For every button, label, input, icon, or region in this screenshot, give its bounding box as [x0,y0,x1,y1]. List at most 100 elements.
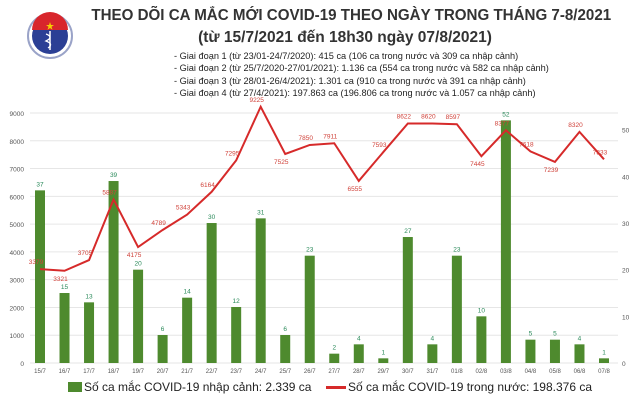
x-tick-label: 27/7 [328,369,340,375]
legend-bar-swatch [68,382,82,392]
bar [133,269,144,363]
line-data-label: 8597 [446,114,461,121]
phase-notes: - Giai đoạn 1 (từ 23/01-24/7/2020): 415 … [174,50,549,100]
right-axis-tick: 40 [622,174,630,181]
phase-note: - Giai đoạn 4 (từ 27/4/2021): 197.863 ca… [174,88,536,99]
line-data-label: 7911 [323,133,337,140]
bar [402,237,413,363]
x-tick-label: 04/8 [525,369,537,375]
left-axis-tick: 7000 [10,167,25,174]
bar-data-label: 15 [61,284,69,291]
x-tick-label: 26/7 [304,369,316,375]
bar-data-label: 5 [553,331,557,338]
left-axis-tick: 4000 [10,250,25,257]
domestic-cases-line [39,104,605,272]
bar [476,316,487,363]
right-axis-tick: 20 [622,268,630,275]
bar-data-label: 52 [502,111,510,118]
line-data-label: 6164 [200,182,215,189]
bar [451,255,462,363]
legend-line-swatch [326,385,346,389]
bar-data-label: 20 [134,261,142,268]
bar [599,358,609,363]
x-tick-label: 02/8 [476,369,488,375]
line-data-label: 5887 [102,189,117,196]
bar [255,218,266,363]
bar [427,344,438,363]
x-tick-label: 20/7 [157,369,169,375]
right-axis-tick: 10 [622,314,630,321]
x-tick-label: 24/7 [255,369,267,375]
bar-data-label: 23 [306,247,314,254]
left-axis-tick: 6000 [10,194,25,201]
x-tick-label: 31/7 [427,369,439,375]
legend-item-domestic: Số ca mắc COVID-19 trong nước: 198.376 c… [326,380,592,394]
x-tick-label: 22/7 [206,369,218,375]
x-tick-label: 28/7 [353,369,365,375]
left-axis-tick: 5000 [10,222,25,229]
line-data-label: 7239 [544,167,559,174]
bar-data-label: 12 [233,298,241,305]
bar [108,181,119,363]
line-data-label: 7593 [372,142,387,149]
bar [500,120,511,363]
chart-subtitle: (từ 15/7/2021 đến 18h30 ngày 07/8/2021) [198,29,492,46]
chart-title: THEO DÕI CA MẮC MỚI COVID-19 THEO NGÀY T… [91,7,612,24]
right-axis-tick: 50 [622,128,630,135]
bar [549,339,560,363]
chart-title-box: THEO DÕI CA MẮC MỚI COVID-19 THEO NGÀY T… [85,6,611,25]
bar [84,302,95,363]
bar-data-label: 13 [85,293,93,300]
line-data-label: 5343 [176,205,191,212]
bar-data-label: 39 [110,172,118,179]
legend-label: Số ca mắc COVID-19 trong nước: 198.376 c… [348,380,593,394]
bar-data-label: 5 [529,331,533,338]
x-tick-label: 06/8 [574,369,586,375]
line-data-label: 8320 [568,122,583,129]
line-data-label: 6555 [348,186,363,193]
line-data-label: 8620 [421,114,436,121]
x-tick-label: 21/7 [181,369,193,375]
bar-data-label: 27 [404,228,412,235]
legend-item-imported: Số ca mắc COVID-19 nhập cảnh: 2.339 ca [68,380,311,394]
right-axis-tick: 30 [622,221,630,228]
phase-note: - Giai đoạn 3 (từ 28/01-26/4/2021): 1.30… [174,75,526,86]
line-data-label: 4789 [151,220,166,227]
line-data-label: 7333 [593,149,608,156]
left-axis-tick: 1000 [10,333,25,340]
line-data-label: 8377 [495,120,510,127]
bar [182,297,193,363]
bar [525,339,536,363]
bar [304,255,315,363]
x-tick-label: 29/7 [377,369,389,375]
left-axis-tick: 2000 [10,305,25,312]
x-tick-label: 30/7 [402,369,414,375]
bar-data-label: 2 [332,345,336,352]
phase-note: - Giai đoạn 2 (từ 25/7/2020-27/01/2021):… [174,63,549,74]
bar [157,335,168,363]
chart-subtitle-box: (từ 15/7/2021 đến 18h30 ngày 07/8/2021) [85,28,605,47]
bar-data-label: 4 [578,335,582,342]
bar [206,223,217,363]
legend-label: Số ca mắc COVID-19 nhập cảnh: 2.339 ca [84,380,312,394]
left-axis-tick: 9000 [10,111,25,118]
line-data-label: 4175 [127,252,142,259]
bar [574,344,585,363]
x-tick-label: 19/7 [132,369,144,375]
line-data-label: 9225 [249,97,264,104]
bar-data-label: 6 [161,326,165,333]
bar-data-label: 37 [36,181,44,188]
x-tick-label: 18/7 [108,369,120,375]
bar-data-label: 4 [431,335,435,342]
bar [378,358,389,363]
bar-data-label: 1 [381,349,385,356]
left-axis-tick: 0 [20,361,24,368]
bar [353,344,364,363]
bar [329,353,340,363]
x-tick-label: 03/8 [500,369,512,375]
line-data-label: 7295 [225,150,240,157]
x-tick-label: 17/7 [83,369,95,375]
ministry-of-health-logo [27,12,73,59]
bar-data-label: 31 [257,209,265,216]
